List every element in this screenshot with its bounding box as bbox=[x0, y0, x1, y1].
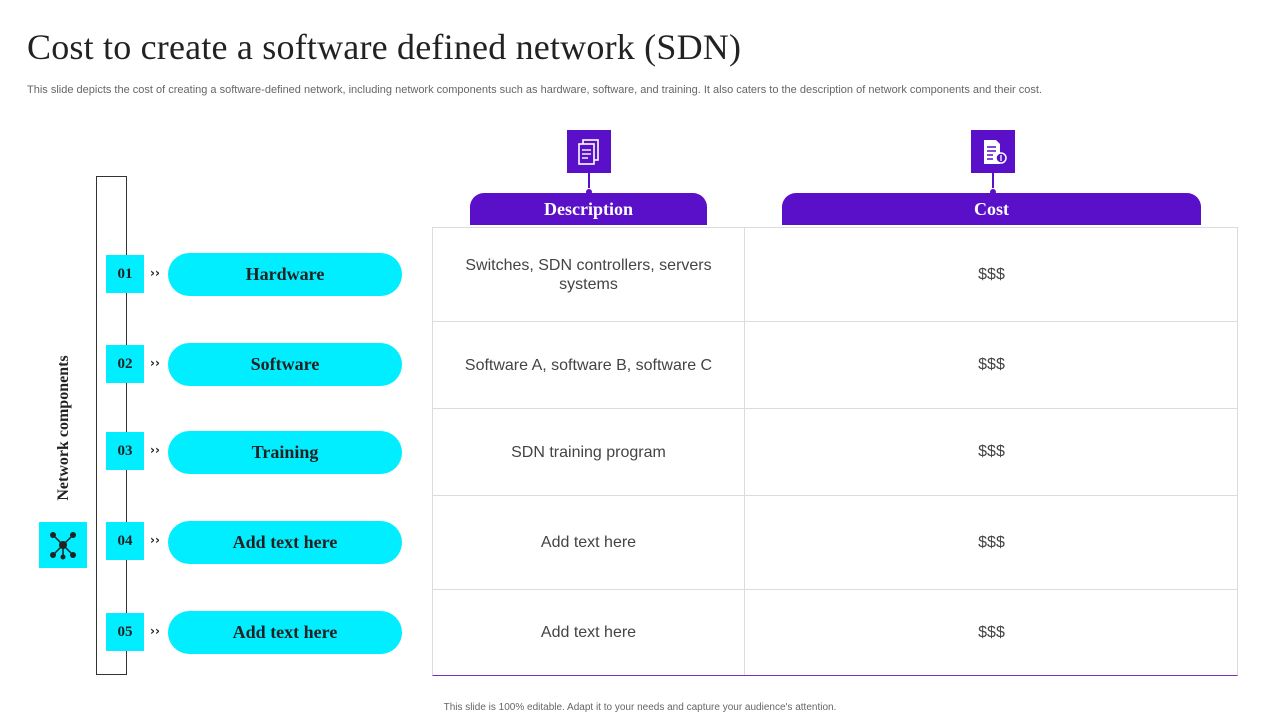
description-cell: Add text here bbox=[433, 496, 745, 589]
table-row: Switches, SDN controllers, servers syste… bbox=[433, 227, 1238, 321]
footer-note: This slide is 100% editable. Adapt it to… bbox=[443, 702, 837, 713]
side-label: Network components bbox=[55, 355, 72, 501]
cost-cell: $$$ bbox=[978, 533, 1005, 551]
table-row: Software A, software B, software C $$$ bbox=[433, 321, 1238, 408]
chevron-icon: ›› bbox=[150, 624, 160, 638]
components-bracket bbox=[96, 176, 127, 675]
chevron-icon: ›› bbox=[150, 443, 160, 457]
row-number: 02 bbox=[106, 345, 144, 383]
invoice-icon bbox=[971, 130, 1015, 173]
component-pill: Software bbox=[168, 343, 402, 386]
row-number: 05 bbox=[106, 613, 144, 651]
document-icon bbox=[567, 130, 611, 173]
description-cell: SDN training program bbox=[433, 409, 745, 495]
page-title: Cost to create a software defined networ… bbox=[27, 27, 742, 67]
table-row: Add text here $$$ bbox=[433, 495, 1238, 589]
description-cell: Switches, SDN controllers, servers syste… bbox=[433, 228, 745, 321]
description-cell: Software A, software B, software C bbox=[433, 322, 745, 408]
component-pill: Training bbox=[168, 431, 402, 474]
network-icon bbox=[39, 522, 87, 568]
row-number: 04 bbox=[106, 522, 144, 560]
header-cost: Cost bbox=[782, 193, 1201, 225]
description-cell: Add text here bbox=[433, 590, 745, 675]
component-pill: Add text here bbox=[168, 611, 402, 654]
row-number: 03 bbox=[106, 432, 144, 470]
table-row: SDN training program $$$ bbox=[433, 408, 1238, 495]
cost-table: Switches, SDN controllers, servers syste… bbox=[432, 227, 1238, 676]
component-pill: Add text here bbox=[168, 521, 402, 564]
table-row: Add text here $$$ bbox=[433, 589, 1238, 675]
cost-cell: $$$ bbox=[978, 623, 1005, 641]
chevron-icon: ›› bbox=[150, 356, 160, 370]
cost-cell: $$$ bbox=[978, 265, 1005, 283]
cost-cell: $$$ bbox=[978, 443, 1005, 460]
chevron-icon: ›› bbox=[150, 266, 160, 280]
cost-cell: $$$ bbox=[978, 356, 1005, 373]
row-number: 01 bbox=[106, 255, 144, 293]
page-subtitle: This slide depicts the cost of creating … bbox=[27, 84, 1042, 96]
component-pill: Hardware bbox=[168, 253, 402, 296]
header-description: Description bbox=[470, 193, 707, 225]
chevron-icon: ›› bbox=[150, 533, 160, 547]
